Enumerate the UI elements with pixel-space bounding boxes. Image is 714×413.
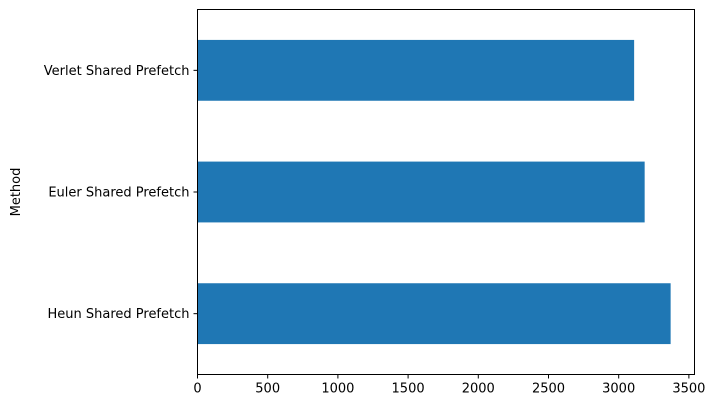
y-axis-label: Method (9, 168, 24, 217)
x-tick-label: 1000 (321, 382, 354, 397)
y-tick-label: Euler Shared Prefetch (48, 186, 189, 201)
bar (197, 39, 635, 101)
y-tick-label: Verlet Shared Prefetch (44, 64, 190, 79)
x-tick-label: 3500 (672, 382, 705, 397)
bar (197, 283, 671, 345)
y-tick-label: Heun Shared Prefetch (47, 307, 189, 322)
x-tick-label: 2000 (462, 382, 495, 397)
x-tick-label: 3000 (602, 382, 635, 397)
bar (197, 161, 645, 223)
x-tick-label: 500 (255, 382, 280, 397)
x-tick-label: 0 (193, 382, 201, 397)
y-axis-ticks: Heun Shared Prefetch Euler Shared Prefetc… (44, 64, 198, 322)
x-axis-ticks: 0 500 1000 1500 2000 2500 3000 3500 (193, 374, 705, 397)
x-tick-label: 2500 (532, 382, 565, 397)
x-tick-label: 1500 (392, 382, 425, 397)
bars-group (197, 39, 671, 345)
